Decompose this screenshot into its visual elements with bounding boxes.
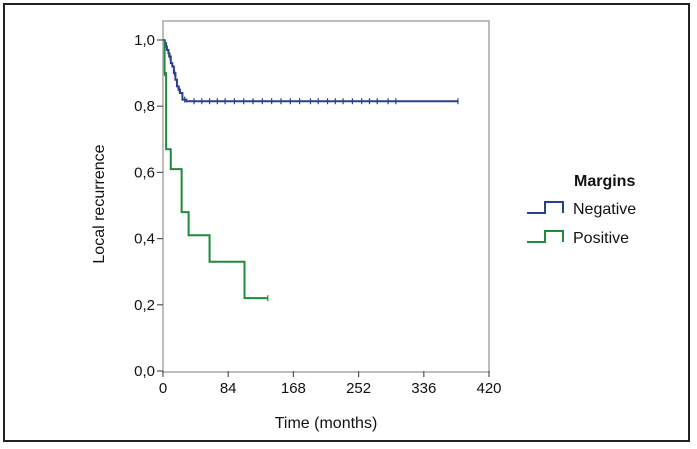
x-tick-label: 84 [220,380,237,397]
series-line-negative [163,39,458,103]
y-axis-title: Local recurrence [91,144,108,263]
x-tick-label: 336 [411,380,436,397]
legend-label-positive: Positive [573,230,629,247]
x-axis: 0 84 168 252 336 420 [159,371,502,397]
series-line-positive [163,39,268,300]
legend-label-negative: Negative [573,201,636,218]
legend: Negative Positive [527,201,636,247]
y-tick-label: 1,0 [134,32,155,49]
y-tick-label: 0,8 [134,98,155,115]
y-tick-label: 0,4 [134,231,155,248]
y-tick-label: 0,6 [134,164,155,181]
y-axis: 0,0 0,2 0,4 0,6 0,8 1,0 [134,32,163,380]
legend-symbol-positive [527,230,564,243]
x-axis-title: Time (months) [275,415,378,432]
y-tick-label: 0,2 [134,297,155,314]
x-tick-label: 168 [281,380,306,397]
legend-symbol-negative [527,201,564,214]
plot-area [162,20,490,373]
x-tick-label: 252 [346,380,371,397]
legend-title: Margins [574,173,635,190]
x-tick-label: 0 [159,380,167,397]
x-tick-label: 420 [476,380,501,397]
y-tick-label: 0,0 [134,363,155,380]
series-layer [163,39,459,302]
